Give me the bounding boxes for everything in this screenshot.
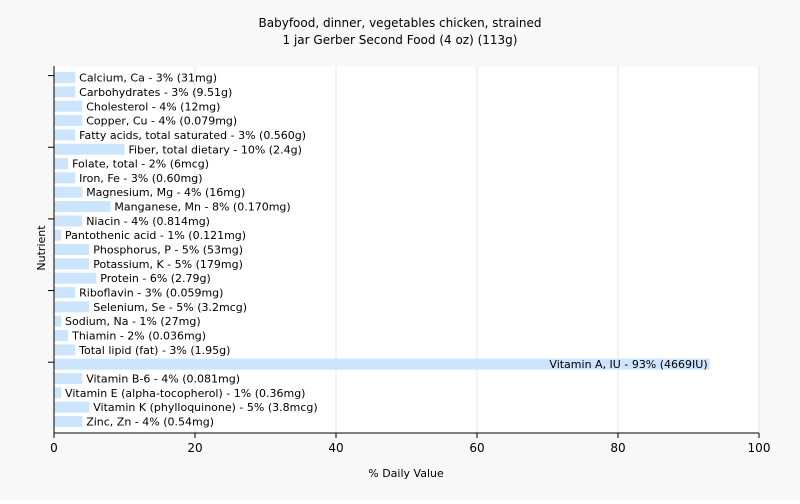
bar-label: Pantothenic acid - 1% (0.121mg) [65,229,246,242]
bar [54,172,76,184]
bar [54,158,69,170]
bar [54,387,62,399]
bar [54,143,125,155]
bar [54,258,90,270]
bar [54,344,76,356]
bar [54,186,83,198]
chart-title: Babyfood, dinner, vegetables chicken, st… [259,16,542,30]
y-axis-title: Nutrient [35,225,48,271]
bar [54,358,710,370]
bar-label: Carbohydrates - 3% (9.51g) [79,86,232,99]
bar [54,330,69,342]
x-tick-label: 20 [187,441,202,455]
bar-label: Potassium, K - 5% (179mg) [93,258,243,271]
bar-label: Protein - 6% (2.79g) [100,272,211,285]
bar-label: Zinc, Zn - 4% (0.54mg) [86,416,214,429]
bar [54,301,90,313]
gridlines [194,66,760,433]
x-tick-label: 0 [50,441,58,455]
bar-label: Vitamin B-6 - 4% (0.081mg) [86,373,240,386]
bar-label: Iron, Fe - 3% (0.60mg) [79,172,202,185]
bar-label: Vitamin E (alpha-tocopherol) - 1% (0.36m… [65,387,305,400]
bar-label: Magnesium, Mg - 4% (16mg) [86,186,245,199]
plot-area [54,66,759,433]
bar [54,315,62,327]
bar-label: Selenium, Se - 5% (3.2mcg) [93,301,247,314]
bar-label: Phosphorus, P - 5% (53mg) [93,244,243,257]
bar [54,272,97,284]
bar-label: Riboflavin - 3% (0.059mg) [79,287,223,300]
x-tick-label: 60 [469,441,484,455]
x-tick-label: 100 [748,441,771,455]
axes: 0 20 40 60 80 100 [48,66,770,455]
bar-label: Vitamin A, IU - 93% (4669IU) [549,358,707,371]
bar-label: Cholesterol - 4% (12mg) [86,100,220,113]
bars: Calcium, Ca - 3% (31mg)Carbohydrates - 3… [54,72,710,429]
bar [54,401,90,413]
bar [54,416,83,428]
bar [54,215,83,227]
bar-label: Copper, Cu - 4% (0.079mg) [86,115,237,128]
bar [54,287,76,299]
bar [54,100,83,112]
bar-label: Calcium, Ca - 3% (31mg) [79,72,217,85]
bar-label: Thiamin - 2% (0.036mg) [71,330,206,343]
bar-label: Sodium, Na - 1% (27mg) [65,315,201,328]
bar-label: Manganese, Mn - 8% (0.170mg) [114,201,290,214]
bar [54,72,76,84]
bar [54,373,83,385]
bar-label: Total lipid (fat) - 3% (1.95g) [78,344,230,357]
bar-label: Fiber, total dietary - 10% (2.4g) [129,143,302,156]
bar [54,244,90,256]
bar-label: Folate, total - 2% (6mcg) [72,158,209,171]
bar-label: Niacin - 4% (0.814mg) [86,215,210,228]
x-tick-label: 80 [610,441,625,455]
bar-label: Vitamin K (phylloquinone) - 5% (3.8mcg) [93,401,317,414]
bar [54,229,62,241]
bar [54,129,76,141]
bar [54,86,76,98]
bar-label: Fatty acids, total saturated - 3% (0.560… [79,129,306,142]
bar [54,201,111,213]
chart-subtitle: 1 jar Gerber Second Food (4 oz) (113g) [283,33,518,47]
x-axis-title: % Daily Value [368,467,444,480]
bar [54,115,83,127]
x-tick-label: 40 [328,441,343,455]
